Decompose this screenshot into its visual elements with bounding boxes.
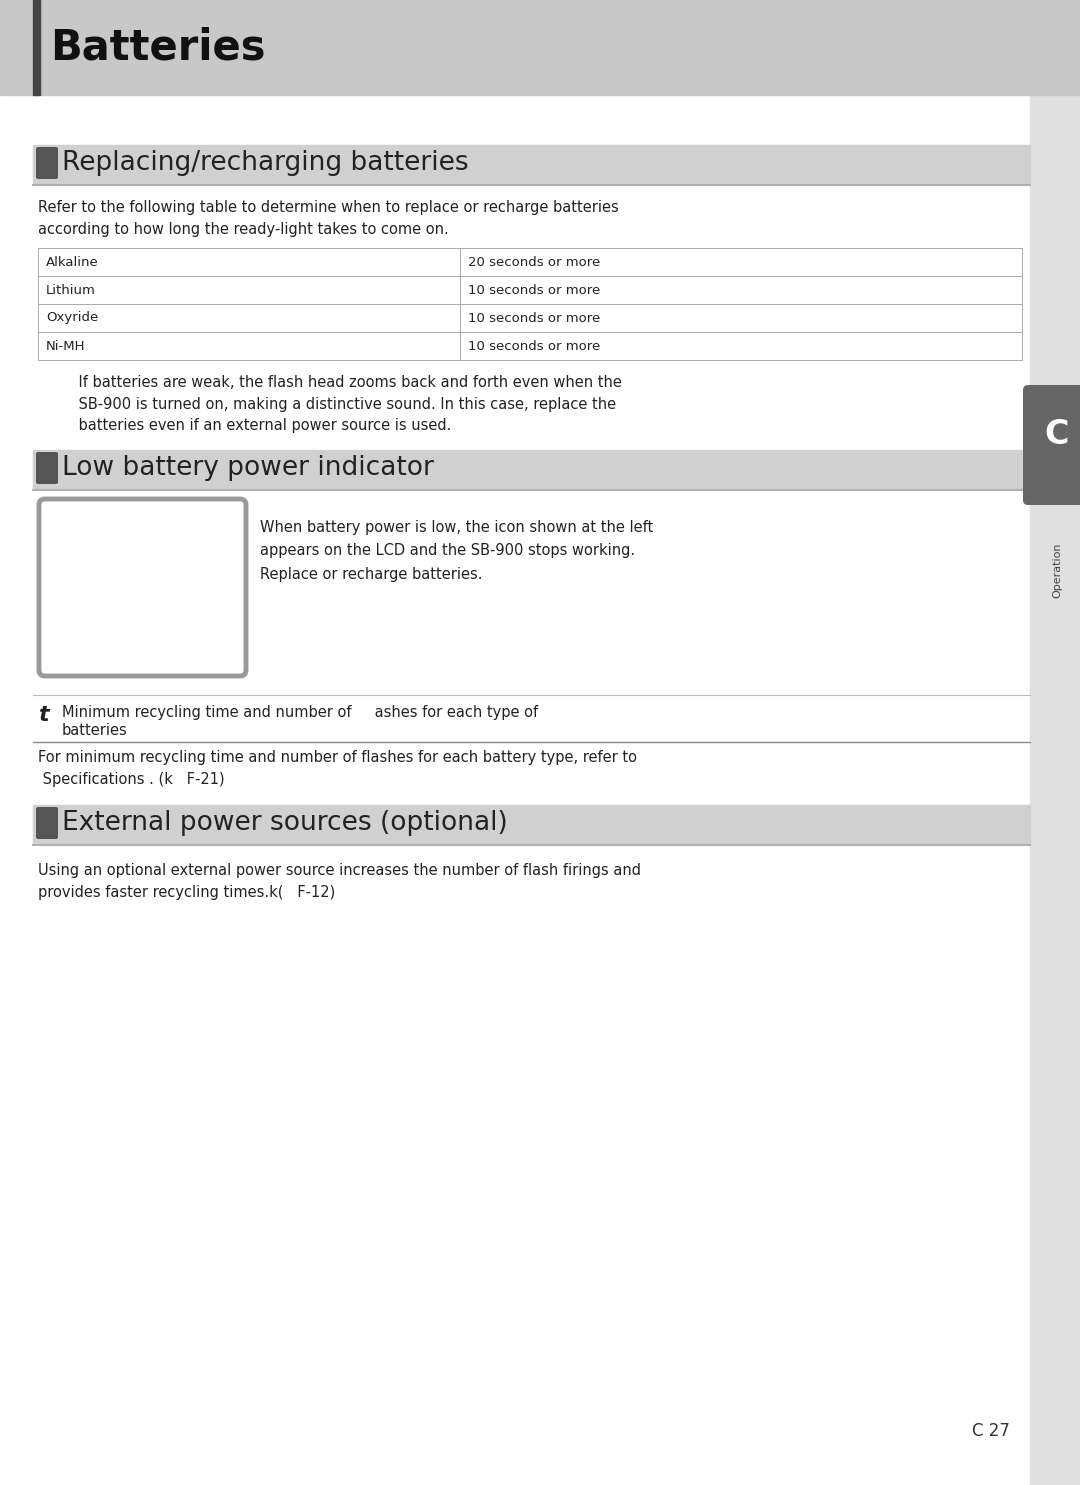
Bar [38,276,1022,304]
FancyBboxPatch shape [39,499,246,676]
Text: Ni-MH: Ni-MH [46,340,85,352]
Bar [33,450,1030,489]
Text: If batteries are weak, the flash head zooms back and forth even when the
    SB-: If batteries are weak, the flash head zo… [60,376,622,434]
FancyBboxPatch shape [1023,385,1080,505]
Text: Oxyride: Oxyride [46,312,98,325]
FancyBboxPatch shape [36,451,58,484]
Text: 10 seconds or more: 10 seconds or more [468,340,600,352]
Text: Refer to the following table to determine when to replace or recharge batteries
: Refer to the following table to determin… [38,200,619,236]
Text: Operation: Operation [1052,542,1062,598]
Bar [0,0,1080,95]
Text: C: C [1044,417,1069,450]
Bar [33,805,1030,843]
Text: batteries: batteries [62,723,127,738]
Text: 10 seconds or more: 10 seconds or more [468,312,600,325]
Text: Lithium: Lithium [46,284,96,297]
Text: C 27: C 27 [972,1423,1010,1440]
Text: Minimum recycling time and number of     ashes for each type of: Minimum recycling time and number of ash… [62,705,538,720]
Text: t: t [38,705,49,725]
Bar [38,304,1022,333]
FancyBboxPatch shape [36,147,58,180]
Bar [38,333,1022,359]
Bar [33,0,40,95]
Text: Using an optional external power source increases the number of flash firings an: Using an optional external power source … [38,863,642,900]
Text: Alkaline: Alkaline [46,255,98,269]
Text: For minimum recycling time and number of flashes for each battery type, refer to: For minimum recycling time and number of… [38,750,637,787]
Text: Low battery power indicator: Low battery power indicator [62,454,434,481]
Text: Replacing/recharging batteries: Replacing/recharging batteries [62,150,469,177]
Text: When battery power is low, the icon shown at the left
appears on the LCD and the: When battery power is low, the icon show… [260,520,653,582]
Bar [38,248,1022,276]
Text: External power sources (optional): External power sources (optional) [62,809,508,836]
Bar [1030,0,1080,1485]
Text: 10 seconds or more: 10 seconds or more [468,284,600,297]
FancyBboxPatch shape [36,806,58,839]
Bar [33,146,1030,183]
Text: Batteries: Batteries [50,27,266,68]
Text: 20 seconds or more: 20 seconds or more [468,255,600,269]
